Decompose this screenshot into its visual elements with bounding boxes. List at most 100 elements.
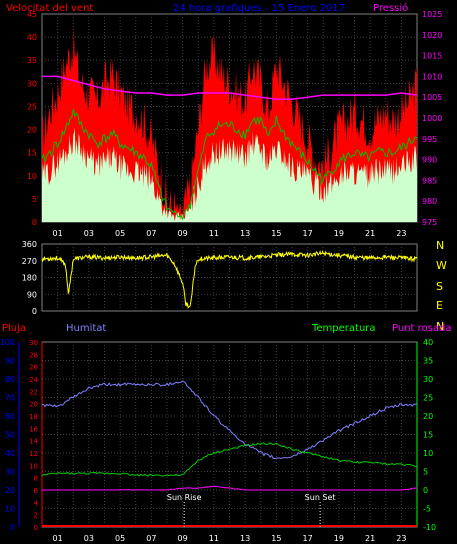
top-right-tick-label: 1020	[422, 31, 442, 40]
top-x-tick-label: 03	[84, 229, 94, 238]
top-x-tick-label: 19	[334, 229, 344, 238]
temperature-tick-label: 30	[423, 375, 433, 384]
top-right-tick-label: 985	[422, 176, 437, 185]
direction-tick-label: 0	[32, 307, 37, 316]
bottom-x-tick-label: 11	[209, 534, 219, 543]
rain-tick-label: 2	[34, 512, 38, 520]
humidity-tick-label: 100	[0, 338, 15, 347]
humidity-tick-label: 0	[10, 523, 15, 532]
direction-tick-label: 90	[27, 290, 37, 299]
sun-set-label: Sun Set	[305, 493, 336, 502]
top-x-tick-label: 11	[209, 229, 219, 238]
rain-tick-label: 12	[29, 450, 38, 458]
top-right-tick-label: 1010	[422, 72, 442, 81]
direction-tick-label: 360	[22, 240, 37, 249]
humidity-tick-label: 10	[5, 505, 15, 514]
pressure-line	[42, 75, 418, 101]
top-left-tick-label: 10	[27, 172, 37, 181]
humidity-temperature-chart: 0102030405060708090100024681012141618202…	[0, 338, 436, 543]
wind-speed-title: Velocitat del vent	[6, 3, 93, 14]
temperature-tick-label: -5	[423, 505, 431, 514]
humidity-tick-label: 30	[5, 468, 15, 477]
top-x-tick-label: 05	[115, 229, 125, 238]
temperature-tick-label: 40	[423, 338, 433, 347]
temperature-tick-label: 35	[423, 357, 433, 366]
chart-main-title: 24 hora grafiques - 15 Enero 2017	[173, 3, 345, 14]
bottom-x-tick-label: 01	[53, 534, 63, 543]
humidity-label: Humitat	[66, 323, 106, 334]
rain-tick-label: 24	[29, 376, 38, 384]
top-right-tick-label: 1025	[422, 10, 442, 19]
rain-tick-label: 18	[29, 413, 38, 421]
top-left-tick-label: 45	[27, 10, 37, 19]
top-x-tick-label: 15	[271, 229, 281, 238]
top-right-tick-label: 1015	[422, 52, 442, 61]
rain-tick-label: 20	[29, 401, 38, 409]
pressure-title: Pressió	[373, 2, 408, 14]
bottom-x-tick-label: 03	[84, 534, 94, 543]
temperature-tick-label: -10	[423, 523, 436, 532]
rain-label: Pluja	[2, 323, 26, 334]
rain-tick-label: 28	[29, 351, 38, 359]
top-right-tick-label: 1005	[422, 93, 442, 102]
temperature-tick-label: 15	[423, 431, 433, 440]
top-x-tick-label: 21	[365, 229, 375, 238]
bottom-x-tick-label: 21	[365, 534, 375, 543]
temperature-tick-label: 0	[423, 486, 428, 495]
rain-tick-label: 8	[34, 475, 38, 483]
temperature-line	[41, 442, 418, 477]
top-left-tick-label: 20	[27, 126, 37, 135]
humidity-line	[42, 380, 418, 460]
compass-n-bottom: N	[436, 320, 444, 333]
top-x-tick-label: 09	[178, 229, 188, 238]
compass-n-top: N	[436, 239, 444, 252]
top-left-tick-label: 0	[32, 218, 37, 227]
compass-s: S	[436, 280, 443, 293]
compass-e: E	[436, 299, 443, 312]
top-left-tick-label: 25	[27, 102, 37, 111]
top-x-tick-label: 01	[53, 229, 63, 238]
rain-tick-label: 14	[29, 438, 38, 446]
top-left-tick-label: 35	[27, 56, 37, 65]
top-x-tick-label: 17	[303, 229, 313, 238]
bottom-x-tick-label: 07	[146, 534, 156, 543]
top-right-tick-label: 980	[422, 197, 437, 206]
rain-tick-label: 10	[29, 462, 38, 470]
rain-tick-label: 16	[29, 425, 38, 433]
temperature-tick-label: 5	[423, 468, 428, 477]
top-right-tick-label: 995	[422, 135, 437, 144]
dewpoint-label: Punt rosada	[392, 323, 451, 334]
humidity-tick-label: 50	[5, 431, 15, 440]
wind-average-line	[41, 109, 418, 220]
humidity-tick-label: 20	[5, 486, 15, 495]
wind-speed-area	[42, 127, 417, 222]
top-left-tick-label: 5	[32, 195, 37, 204]
humidity-tick-label: 80	[5, 375, 15, 384]
rain-tick-label: 0	[34, 524, 38, 532]
bottom-x-tick-label: 09	[178, 534, 188, 543]
temperature-label: Temperatura	[311, 323, 376, 334]
top-right-tick-label: 1000	[422, 114, 442, 123]
temperature-tick-label: 25	[423, 394, 433, 403]
top-left-tick-label: 15	[27, 149, 37, 158]
dewpoint-line	[42, 485, 418, 491]
bottom-x-tick-label: 15	[271, 534, 281, 543]
wind-pressure-chart: 0510152025303540459759809859909951000100…	[27, 10, 443, 238]
rain-tick-label: 6	[34, 487, 39, 495]
bottom-x-tick-label: 19	[334, 534, 344, 543]
direction-tick-label: 180	[22, 274, 37, 283]
rain-tick-label: 26	[29, 364, 38, 372]
temperature-tick-label: 10	[423, 449, 433, 458]
humidity-tick-label: 60	[5, 412, 15, 421]
direction-tick-label: 270	[22, 257, 37, 266]
top-left-tick-label: 40	[27, 33, 37, 42]
top-x-tick-label: 07	[146, 229, 156, 238]
wind-direction-chart: 0 90 180 270 360	[22, 240, 418, 316]
bottom-x-tick-label: 13	[240, 534, 250, 543]
top-x-tick-label: 13	[240, 229, 250, 238]
bottom-x-tick-label: 05	[115, 534, 125, 543]
top-x-tick-label: 23	[396, 229, 406, 238]
humidity-tick-label: 70	[5, 394, 15, 403]
